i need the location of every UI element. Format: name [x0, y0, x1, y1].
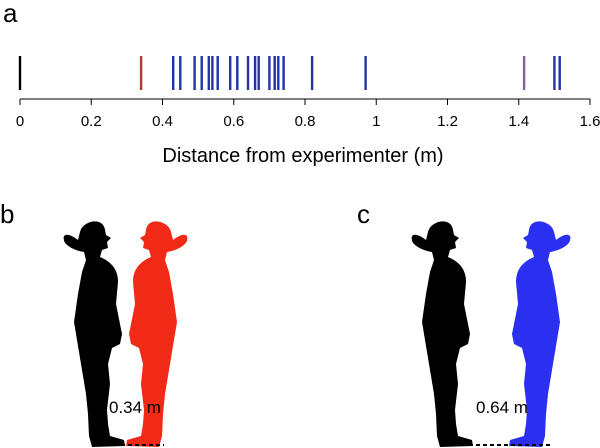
distance-mark-18: [310, 56, 314, 90]
distance-mark-5: [200, 56, 203, 90]
distance-mark-8: [216, 56, 219, 90]
illustration-b: 0.34 m: [63, 221, 188, 447]
distance-mark-11: [246, 56, 250, 90]
panel-label-a: a: [3, 0, 18, 28]
x-axis-label: Distance from experimenter (m): [162, 145, 443, 167]
x-tick-label-2: 0.4: [152, 113, 173, 130]
distance-mark-16: [277, 56, 280, 90]
distance-label: 0.64 m: [476, 398, 528, 417]
x-tick-label-1: 0.2: [81, 113, 102, 130]
distance-mark-20: [522, 56, 526, 90]
x-tick-label-3: 0.6: [223, 113, 244, 130]
distance-mark-6: [207, 56, 210, 90]
distance-mark-22: [558, 56, 561, 90]
distance-mark-3: [179, 56, 182, 90]
distance-mark-10: [236, 56, 239, 90]
x-tick-label-8: 1.6: [580, 113, 600, 130]
distance-mark-19: [364, 56, 367, 90]
distance-marks: [18, 56, 561, 90]
distance-mark-9: [229, 56, 232, 90]
x-tick-label-7: 1.4: [508, 113, 529, 130]
distance-label: 0.34 m: [109, 398, 161, 417]
experimenter-silhouette: [411, 221, 473, 447]
distance-mark-2: [172, 56, 175, 90]
x-tick-label-5: 1: [372, 113, 380, 130]
illustration-c: 0.64 m: [411, 221, 571, 447]
panel-label-b: b: [0, 199, 14, 229]
distance-mark-15: [273, 56, 276, 90]
x-tick-label-6: 1.2: [437, 113, 458, 130]
distance-mark-12: [253, 56, 257, 90]
x-axis-ticks: 0 0.2 0.4 0.6 0.8 1 1.2 1.4 1.6: [16, 99, 600, 130]
distance-mark-14: [268, 56, 271, 90]
distance-mark-0: [18, 56, 22, 90]
distance-chart: 0 0.2 0.4 0.6 0.8 1 1.2 1.4 1.6 Distance from ex…: [16, 56, 600, 167]
distance-mark-1: [139, 56, 143, 90]
distance-mark-17: [282, 56, 285, 90]
distance-mark-7: [211, 56, 214, 90]
x-tick-label-0: 0: [16, 113, 24, 130]
distance-mark-13: [257, 56, 260, 90]
panel-label-c: c: [357, 199, 370, 229]
distance-mark-4: [193, 56, 196, 90]
x-tick-label-4: 0.8: [295, 113, 316, 130]
distance-mark-21: [553, 56, 556, 90]
